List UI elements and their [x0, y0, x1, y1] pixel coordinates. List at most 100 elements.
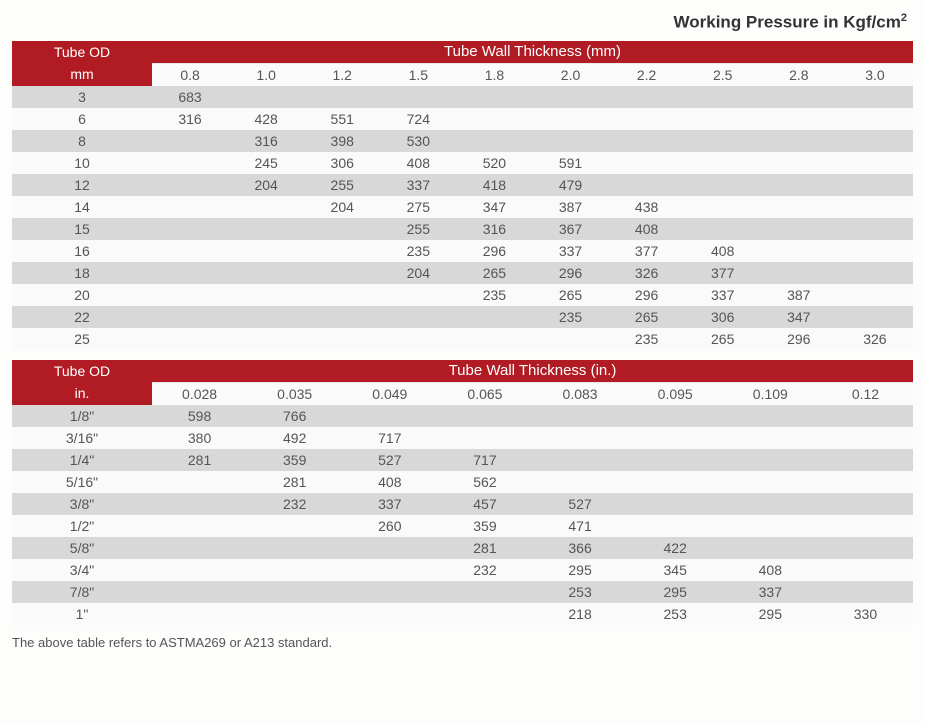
cell: [533, 471, 628, 493]
row-label: 1/8": [12, 405, 152, 427]
cell: [304, 328, 380, 350]
col-sub: 2.5: [685, 63, 761, 86]
cell: [228, 328, 304, 350]
row-label: 1/2": [12, 515, 152, 537]
table-row: 3/16"380492717: [12, 427, 913, 449]
row-label: 5/8": [12, 537, 152, 559]
cell: [723, 493, 818, 515]
cell: [437, 427, 532, 449]
row-label: 22: [12, 306, 152, 328]
cell: 260: [342, 515, 437, 537]
cell: [228, 306, 304, 328]
cell: 281: [247, 471, 342, 493]
row-label: 1": [12, 603, 152, 625]
col-sub: 0.035: [247, 382, 342, 405]
cell: [228, 86, 304, 108]
cell: [628, 427, 723, 449]
cell: [533, 405, 628, 427]
cell: 235: [532, 306, 608, 328]
cell: 457: [437, 493, 532, 515]
cell: 265: [532, 284, 608, 306]
cell: 232: [437, 559, 532, 581]
cell: [152, 537, 247, 559]
col-sub: 2.2: [609, 63, 685, 86]
cell: 255: [304, 174, 380, 196]
cell: [628, 471, 723, 493]
table-row: 5/16"281408562: [12, 471, 913, 493]
cell: [228, 196, 304, 218]
cell: [152, 196, 228, 218]
cell: 377: [685, 262, 761, 284]
cell: [685, 174, 761, 196]
cell: 367: [532, 218, 608, 240]
row-label: 18: [12, 262, 152, 284]
table-row: 15255316367408: [12, 218, 913, 240]
table-row: 14204275347387438: [12, 196, 913, 218]
row-label: 10: [12, 152, 152, 174]
cell: [818, 493, 913, 515]
cell: [152, 328, 228, 350]
cell: [228, 218, 304, 240]
cell: [761, 174, 837, 196]
row-header: Tube ODin.: [12, 360, 152, 405]
cell: 527: [342, 449, 437, 471]
cell: [723, 515, 818, 537]
cell: 347: [761, 306, 837, 328]
cell: [152, 240, 228, 262]
cell: [533, 449, 628, 471]
cell: [818, 537, 913, 559]
cell: 766: [247, 405, 342, 427]
cell: 265: [609, 306, 685, 328]
row-label: 7/8": [12, 581, 152, 603]
table-row: 1"218253295330: [12, 603, 913, 625]
cell: [818, 471, 913, 493]
row-label: 16: [12, 240, 152, 262]
cell: 347: [456, 196, 532, 218]
cell: 316: [152, 108, 228, 130]
cell: 275: [380, 196, 456, 218]
cell: [723, 537, 818, 559]
cell: 204: [228, 174, 304, 196]
cell: 527: [533, 493, 628, 515]
table-row: 1/2"260359471: [12, 515, 913, 537]
col-sub: 1.2: [304, 63, 380, 86]
cell: [628, 405, 723, 427]
cell: [761, 86, 837, 108]
cell: [761, 240, 837, 262]
col-sub: 0.109: [723, 382, 818, 405]
col-sub: 1.0: [228, 63, 304, 86]
cell: 296: [609, 284, 685, 306]
table-row: 1/8"598766: [12, 405, 913, 427]
cell: [723, 471, 818, 493]
cell: [247, 515, 342, 537]
cell: [437, 405, 532, 427]
cell: [152, 306, 228, 328]
cell: 387: [532, 196, 608, 218]
cell: [818, 449, 913, 471]
cell: [761, 262, 837, 284]
cell: [761, 196, 837, 218]
pressure-table-mm: Tube ODmmTube Wall Thickness (mm)0.81.01…: [12, 41, 913, 350]
table-row: 25235265296326: [12, 328, 913, 350]
cell: [837, 86, 913, 108]
cell: [818, 405, 913, 427]
cell: [456, 86, 532, 108]
cell: 377: [609, 240, 685, 262]
cell: [818, 559, 913, 581]
cell: [818, 581, 913, 603]
cell: [380, 328, 456, 350]
row-label: 3/8": [12, 493, 152, 515]
cell: 398: [304, 130, 380, 152]
cell: 204: [304, 196, 380, 218]
cell: 598: [152, 405, 247, 427]
cell: [152, 152, 228, 174]
col-sub: 1.8: [456, 63, 532, 86]
cell: 387: [761, 284, 837, 306]
cell: [533, 427, 628, 449]
cell: 380: [152, 427, 247, 449]
cell: 551: [304, 108, 380, 130]
cell: 253: [628, 603, 723, 625]
cell: [380, 306, 456, 328]
cell: [837, 284, 913, 306]
cell: [723, 427, 818, 449]
